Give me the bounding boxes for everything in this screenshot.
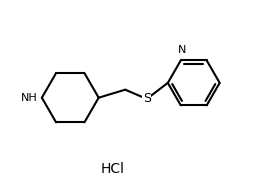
Text: N: N [178, 45, 186, 55]
Text: S: S [143, 92, 151, 105]
Text: HCl: HCl [100, 162, 124, 176]
Text: NH: NH [21, 93, 37, 103]
